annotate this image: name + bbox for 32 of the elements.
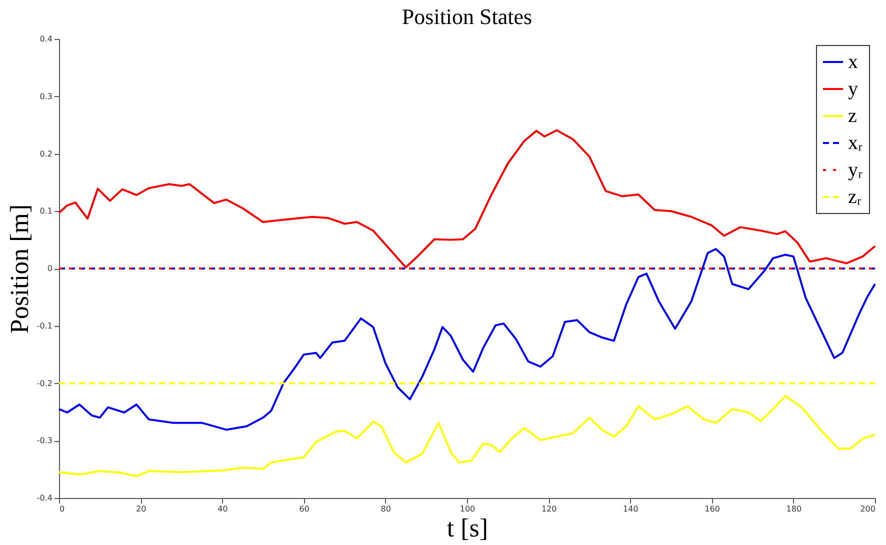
y-tick-label: 0.3 — [40, 92, 52, 101]
line-series — [58, 248, 876, 431]
x-tick-label: 80 — [380, 504, 391, 514]
line-series — [58, 129, 876, 268]
y-axis-title: Position [m] — [4, 204, 34, 334]
x-tick-label: 160 — [704, 504, 720, 514]
legend-label: zᵣ — [848, 186, 862, 208]
x-tick-label: 0 — [60, 504, 65, 514]
x-tick-label: 100 — [460, 504, 476, 514]
line-series — [58, 394, 876, 478]
y-tick-label: -0.3 — [36, 436, 52, 446]
x-tick-label: 40 — [218, 504, 228, 514]
legend-label: yᵣ — [848, 159, 863, 181]
x-tick-label: 140 — [623, 504, 638, 514]
y-tick-label: 0.4 — [40, 34, 52, 44]
legend-label: x — [848, 51, 858, 73]
x-tick-label: 120 — [541, 504, 557, 514]
y-tick-label: 0 — [47, 264, 52, 273]
legend-label: z — [848, 105, 857, 127]
y-tick-label: -0.2 — [36, 378, 52, 388]
legend-label: y — [848, 78, 858, 100]
x-tick-label: 200 — [860, 504, 876, 514]
x-tick-label: 60 — [299, 504, 310, 514]
x-tick-label: 180 — [786, 504, 802, 514]
chart-title: Position States — [402, 4, 532, 29]
x-tick-label: 20 — [136, 504, 146, 514]
y-tick-label: -0.4 — [36, 494, 52, 502]
legend-label: xᵣ — [848, 132, 863, 154]
x-axis-title: t [s] — [446, 514, 488, 542]
y-tick-label: 0.1 — [40, 206, 52, 216]
y-tick-label: 0.2 — [40, 149, 52, 158]
y-tick-label: -0.1 — [36, 321, 52, 330]
